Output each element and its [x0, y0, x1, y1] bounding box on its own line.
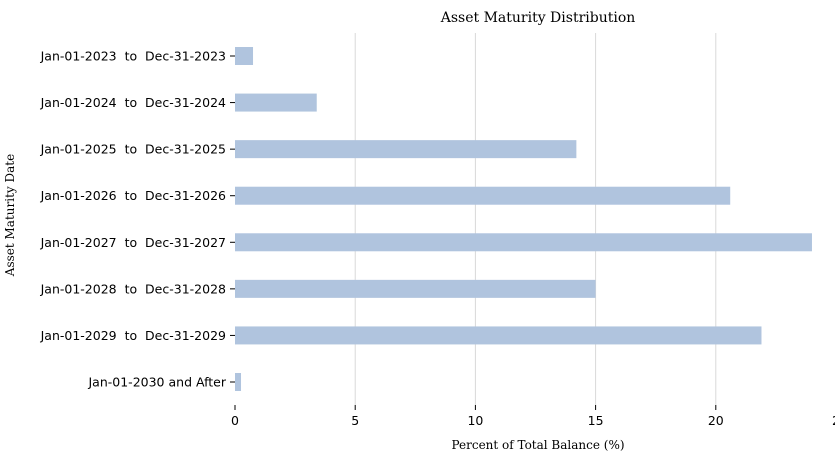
- bars: [235, 47, 812, 391]
- x-axis: 0 5 10 15 20 2: [231, 405, 835, 428]
- x-tick-label: 15: [588, 413, 604, 428]
- y-tick-label: Jan-01-2026 to Dec-31-2026: [40, 188, 226, 203]
- grid-lines: [354, 33, 717, 405]
- y-axis: Jan-01-2023 to Dec-31-2023 Jan-01-2024 to…: [40, 49, 235, 390]
- y-tick-label: Jan-01-2030 and After: [88, 375, 227, 390]
- bar: [235, 93, 317, 112]
- y-tick-label: Jan-01-2029 to Dec-31-2029: [40, 328, 226, 343]
- x-axis-label: Percent of Total Balance (%): [451, 438, 624, 452]
- y-tick-label: Jan-01-2027 to Dec-31-2027: [40, 235, 226, 250]
- x-tick-label: 20: [708, 413, 724, 428]
- y-tick-label: Jan-01-2025 to Dec-31-2025: [40, 142, 226, 157]
- x-tick-label: 5: [351, 413, 359, 428]
- x-tick-label: 10: [467, 413, 483, 428]
- chart-title: Asset Maturity Distribution: [440, 10, 636, 26]
- y-axis-label: Asset Maturity Date: [3, 154, 17, 277]
- bar: [235, 47, 254, 65]
- y-tick-label: Jan-01-2024 to Dec-31-2024: [40, 95, 226, 110]
- y-tick-label: Jan-01-2028 to Dec-31-2028: [40, 281, 226, 296]
- x-tick-label: 0: [231, 413, 239, 428]
- bar: [235, 186, 731, 205]
- x-tick-label: 2: [832, 413, 835, 428]
- bar: [235, 326, 762, 345]
- bar: [235, 233, 812, 252]
- bar: [235, 373, 242, 391]
- y-tick-label: Jan-01-2023 to Dec-31-2023: [40, 49, 226, 64]
- bar: [235, 140, 577, 159]
- bar: [235, 279, 596, 298]
